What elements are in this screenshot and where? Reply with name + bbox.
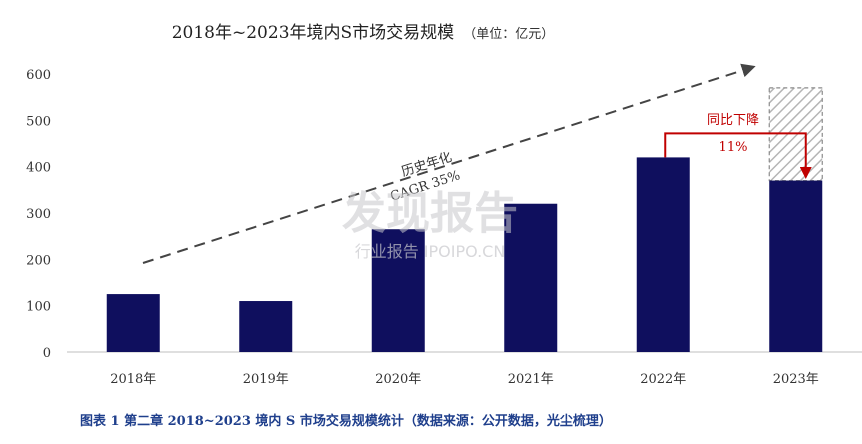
watermark: 发现报告 行业报告 IPOIPO.CN — [342, 188, 518, 261]
y-tick-label: 500 — [26, 114, 51, 129]
chart-title: 2018年~2023年境内S市场交易规模 （单位：亿元） — [172, 23, 555, 43]
y-tick-label: 200 — [26, 253, 51, 268]
bar-2022年 — [636, 157, 690, 352]
y-tick-label: 600 — [26, 68, 51, 83]
y-tick-label: 100 — [26, 300, 51, 315]
y-axis: 0 100 200 300 400 500 600 — [26, 68, 51, 361]
x-tick-label: 2018年 — [110, 372, 156, 387]
x-tick-label: 2020年 — [375, 372, 421, 387]
x-tick-label: 2022年 — [640, 372, 686, 387]
bar-2018年 — [106, 294, 160, 352]
y-tick-label: 0 — [43, 346, 51, 361]
yoy-arrow — [664, 132, 812, 179]
x-tick-label: 2019年 — [243, 372, 289, 387]
bar-2023年 — [769, 180, 823, 352]
y-tick-label: 300 — [26, 207, 51, 222]
bars — [106, 157, 823, 352]
yoy-value: 11% — [719, 140, 748, 155]
x-tick-label: 2023年 — [773, 372, 819, 387]
x-tick-label: 2021年 — [508, 372, 554, 387]
bar-2021年 — [504, 203, 558, 352]
x-axis: 2018年 2019年 2020年 2021年 2022年 2023年 — [67, 351, 862, 387]
watermark-brand: 发现报告 — [342, 188, 518, 239]
yoy-label: 同比下降 — [707, 113, 759, 128]
bar-2020年 — [371, 229, 425, 352]
y-tick-label: 400 — [26, 161, 51, 176]
figure-caption: 图表 1 第二章 2018~2023 境内 S 市场交易规模统计（数据来源：公开… — [80, 413, 612, 429]
watermark-sub: 行业报告 IPOIPO.CN — [355, 242, 506, 261]
bar-2019年 — [239, 301, 293, 352]
